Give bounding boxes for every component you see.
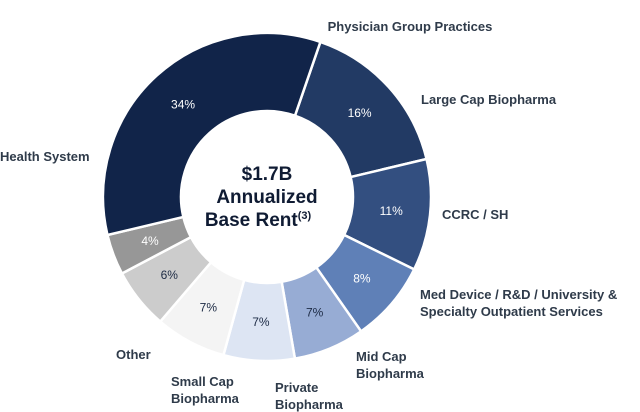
center-footnote: (3)	[298, 210, 312, 222]
slice-label-line: Large Cap Biopharma	[421, 92, 557, 107]
slice-value-large-cap-biopharma: 11%	[380, 204, 403, 218]
slice-label-line: Specialty Outpatient Services	[420, 304, 603, 319]
slice-value-private-biopharma: 7%	[200, 300, 218, 314]
slice-label-line: Mid Cap	[356, 349, 407, 364]
slice-label-physician-group-practices: Physician Group Practices	[328, 19, 493, 34]
slice-label-line: Biopharma	[356, 366, 425, 381]
slice-label-med-device-randd-university-and-specialty-outpatient-services: Med Device / R&D / University & Specialty…	[420, 287, 617, 319]
slice-label-line: Other	[116, 347, 151, 362]
slice-label-line: Small Cap	[171, 374, 234, 389]
slice-label-line: Biopharma	[275, 397, 344, 412]
center-label: $1.7B Annualized Base Rent(3)	[205, 164, 318, 231]
slice-label-line: Med Device / R&D / University &	[420, 287, 617, 302]
slice-value-small-cap-biopharma: 6%	[161, 268, 179, 282]
slice-value-med-device-randd-university-and-specialty-outpatient-services: 7%	[306, 306, 324, 320]
slice-label-line: Health System	[0, 149, 90, 164]
slice-value-health-system: 34%	[171, 97, 195, 111]
slice-value-physician-group-practices: 16%	[348, 106, 372, 120]
slice-label-ccrc-sh: CCRC / SH	[442, 207, 508, 222]
slice-label-large-cap-biopharma: Large Cap Biopharma	[421, 92, 557, 107]
slice-health-system	[101, 31, 322, 237]
slice-value-mid-cap-biopharma: 7%	[252, 315, 270, 329]
center-line-2: Annualized	[216, 187, 317, 208]
slice-label-line: Biopharma	[171, 391, 240, 406]
slice-label-health-system: Health System	[0, 149, 90, 164]
center-line-3: Base Rent(3)	[205, 210, 312, 231]
slice-label-private-biopharma: Private Biopharma	[275, 380, 344, 412]
slice-value-ccrc-sh: 8%	[353, 271, 371, 285]
labels-layer: 16% Physician Group Practices 11% Large Cap…	[0, 19, 617, 412]
slice-value-other: 4%	[141, 234, 159, 248]
center-value: $1.7B	[242, 164, 293, 185]
slice-label-line: CCRC / SH	[442, 207, 508, 222]
slice-label-small-cap-biopharma: Small Cap Biopharma	[171, 374, 240, 406]
slice-label-other: Other	[116, 347, 151, 362]
slice-label-line: Physician Group Practices	[328, 19, 493, 34]
slice-label-line: Private	[275, 380, 318, 395]
slice-label-mid-cap-biopharma: Mid Cap Biopharma	[356, 349, 425, 381]
center-line-3-text: Base Rent	[205, 210, 299, 231]
slices-layer	[101, 31, 433, 363]
